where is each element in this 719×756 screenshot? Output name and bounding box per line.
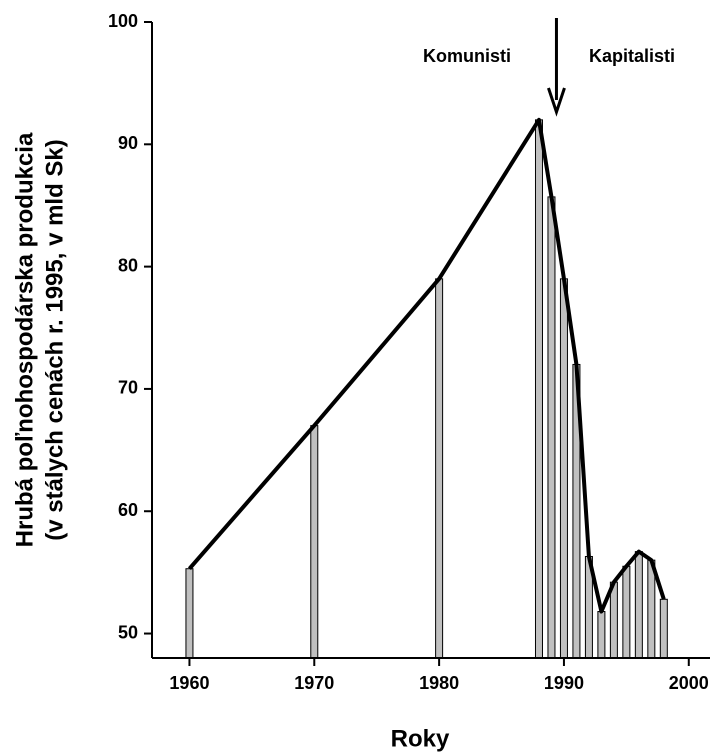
line <box>187 117 666 614</box>
bar <box>547 196 556 659</box>
y-tick-label: 90 <box>118 133 138 153</box>
x-tick-label: 1960 <box>169 673 209 693</box>
x-tick-label: 1990 <box>544 673 584 693</box>
y-tick-label: 70 <box>118 378 138 398</box>
bar <box>622 565 631 659</box>
bar <box>534 119 543 659</box>
arrow-head <box>547 87 566 117</box>
annotation: Komunisti <box>423 46 511 66</box>
y-tick-label: 60 <box>118 500 138 520</box>
x-tick-label: 1980 <box>419 673 459 693</box>
annotation: Kapitalisti <box>589 46 675 66</box>
bar <box>647 559 656 659</box>
bar <box>559 278 568 659</box>
y-tick-label: 100 <box>108 11 138 31</box>
bar <box>634 551 643 659</box>
x-tick-label: 2000 <box>669 673 709 693</box>
y-axis-label: (v stálych cenách r. 1995, v mld Sk) <box>41 139 68 541</box>
y-tick-label: 80 <box>118 255 138 275</box>
bar <box>310 425 319 659</box>
bar <box>609 581 618 659</box>
bar <box>597 611 606 659</box>
y-axis-label: Hrubá poľnohospodárska produkcia <box>11 132 38 547</box>
x-tick-label: 1970 <box>294 673 334 693</box>
y-tick-label: 50 <box>118 622 138 642</box>
x-axis-label: Roky <box>391 725 450 752</box>
bar <box>435 278 444 659</box>
bar <box>185 568 194 659</box>
bar <box>659 598 668 659</box>
